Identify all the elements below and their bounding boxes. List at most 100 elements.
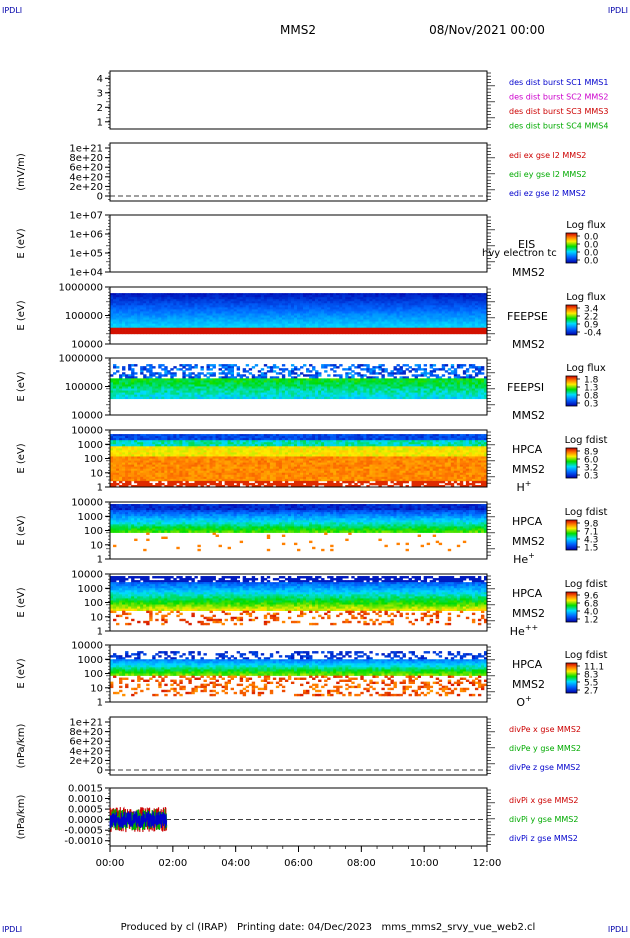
spectrogram-cell	[460, 301, 463, 303]
spectrogram-cell	[312, 305, 315, 307]
spectrogram-cell	[185, 364, 188, 366]
spectrogram-cell	[469, 387, 472, 389]
spectrogram-cell	[412, 316, 415, 318]
spectrogram-cell	[321, 384, 324, 386]
spectrogram-cell	[363, 299, 366, 301]
spectrogram-cell	[288, 328, 291, 330]
spectrogram-cell	[282, 328, 285, 330]
spectrogram-cell	[436, 305, 439, 307]
spectrogram-cell	[351, 313, 354, 315]
spectrogram-cell	[433, 316, 436, 318]
spectrogram-cell	[481, 324, 484, 326]
spectrogram-cell	[252, 391, 255, 393]
spectrogram-cell	[246, 295, 249, 297]
spectrogram-cell	[164, 380, 167, 382]
spectrogram-cell	[128, 313, 131, 315]
spectrogram-cell	[249, 328, 252, 330]
spectrogram-cell	[451, 301, 454, 303]
spectrogram-cell	[116, 370, 119, 372]
spectrogram-cell	[442, 313, 445, 315]
spectrogram-cell	[228, 397, 231, 399]
spectrogram-cell	[463, 391, 466, 393]
spectrogram-cell	[300, 397, 303, 399]
spectrogram-cell	[279, 332, 282, 334]
spectrogram-cell	[170, 309, 173, 311]
spectrogram-cell	[436, 380, 439, 382]
spectrogram-cell	[394, 332, 397, 334]
spectrogram-cell	[204, 397, 207, 399]
spectrogram-cell	[155, 473, 158, 475]
spectrogram-cell	[113, 366, 116, 368]
spectrogram-cell	[288, 330, 291, 332]
spectrogram-cell	[194, 313, 197, 315]
spectrogram-cell	[375, 299, 378, 301]
spectrogram-cell	[369, 370, 372, 372]
spectrogram-cell	[128, 330, 131, 332]
spectrogram-cell	[387, 299, 390, 301]
spectrogram-cell	[418, 320, 421, 322]
spectrogram-cell	[207, 305, 210, 307]
spectrogram-cell	[360, 395, 363, 397]
spectrogram-cell	[264, 372, 267, 374]
spectrogram-cell	[291, 384, 294, 386]
spectrogram-cell	[403, 309, 406, 311]
spectrogram-cell	[273, 313, 276, 315]
spectrogram-cell	[421, 305, 424, 307]
spectrogram-cell	[134, 328, 137, 330]
spectrogram-cell	[300, 309, 303, 311]
spectrogram-cell	[140, 366, 143, 368]
spectrogram-cell	[387, 374, 390, 376]
spectrogram-cell	[478, 316, 481, 318]
spectrogram-cell	[291, 299, 294, 301]
spectrogram-cell	[463, 295, 466, 297]
spectrogram-cell	[161, 368, 164, 370]
spectrogram-cell	[409, 316, 412, 318]
spectrogram-cell	[191, 305, 194, 307]
spectrogram-cell	[285, 305, 288, 307]
spectrogram-cell	[188, 328, 191, 330]
spectrogram-cell	[321, 395, 324, 397]
spectrogram-cell	[366, 324, 369, 326]
spectrogram-cell	[427, 372, 430, 374]
spectrogram-cell	[342, 368, 345, 370]
spectrogram-cell	[249, 313, 252, 315]
spectrogram-cell	[394, 309, 397, 311]
spectrogram-cell	[273, 391, 276, 393]
spectrogram-cell	[439, 330, 442, 332]
spectrogram-cell	[327, 397, 330, 399]
spectrogram-cell	[143, 442, 146, 444]
spectrogram-cell	[155, 467, 158, 469]
spectrogram-cell	[466, 380, 469, 382]
spectrogram-cell	[306, 328, 309, 330]
spectrogram-cell	[403, 387, 406, 389]
spectrogram-cell	[351, 384, 354, 386]
spectrogram-cell	[167, 380, 170, 382]
spectrogram-cell	[457, 295, 460, 297]
spectrogram-cell	[454, 295, 457, 297]
spectrogram-cell	[246, 305, 249, 307]
spectrogram-cell	[478, 324, 481, 326]
spectrogram-cell	[152, 299, 155, 301]
spectrogram-cell	[116, 442, 119, 444]
spectrogram-cell	[207, 299, 210, 301]
spectrogram-cell	[149, 391, 152, 393]
spectrogram-cell	[412, 380, 415, 382]
spectrogram-cell	[457, 332, 460, 334]
spectrogram-cell	[424, 324, 427, 326]
spectrogram-cell	[158, 305, 161, 307]
spectrogram-cell	[342, 395, 345, 397]
spectrogram-cell	[315, 295, 318, 297]
spectrogram-cell	[249, 397, 252, 399]
spectrogram-cell	[143, 397, 146, 399]
spectrogram-cell	[387, 328, 390, 330]
spectrogram-cell	[167, 395, 170, 397]
spectrogram-cell	[267, 309, 270, 311]
spectrogram-cell	[267, 391, 270, 393]
spectrogram-cell	[264, 397, 267, 399]
spectrogram-cell	[143, 316, 146, 318]
spectrogram-cell	[372, 397, 375, 399]
spectrogram-cell	[348, 313, 351, 315]
legend-entry: edi ey gse l2 MMS2	[509, 170, 587, 179]
spectrogram-cell	[303, 374, 306, 376]
